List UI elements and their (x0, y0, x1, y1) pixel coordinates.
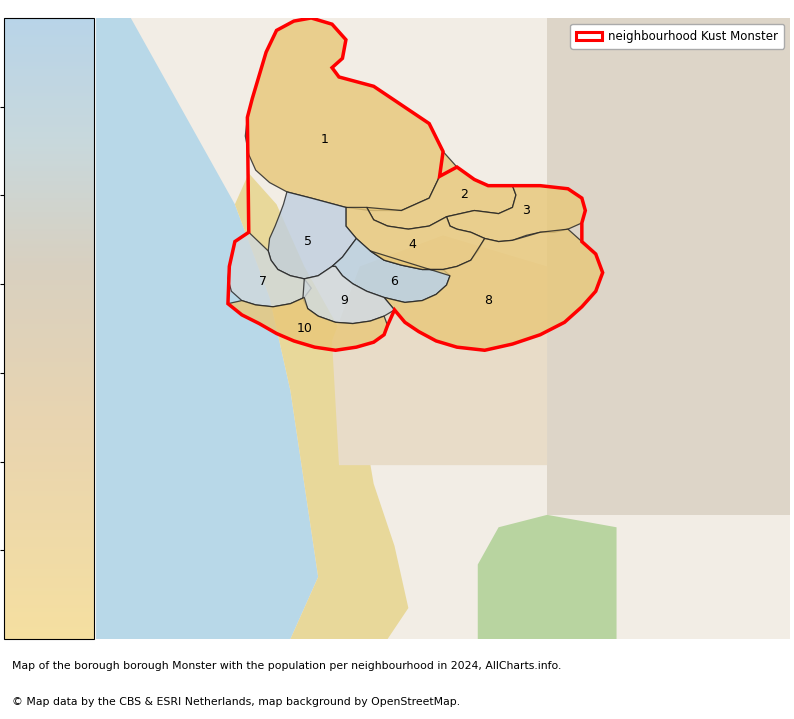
Polygon shape (96, 18, 790, 639)
Text: Map of the borough borough Monster with the population per neighbourhood in 2024: Map of the borough borough Monster with … (12, 661, 561, 671)
Text: 6: 6 (391, 275, 399, 288)
Text: © Map data by the CBS & ESRI Netherlands, map background by OpenStreetMap.: © Map data by the CBS & ESRI Netherlands… (12, 697, 460, 707)
Text: 4: 4 (408, 238, 416, 251)
Text: 1: 1 (321, 132, 329, 145)
Polygon shape (235, 173, 408, 639)
Legend: neighbourhood Kust Monster: neighbourhood Kust Monster (570, 24, 784, 49)
Polygon shape (370, 229, 603, 350)
Text: 9: 9 (341, 294, 349, 307)
Text: 8: 8 (484, 294, 492, 307)
Polygon shape (268, 192, 357, 279)
Polygon shape (245, 18, 443, 211)
Polygon shape (367, 152, 516, 229)
Polygon shape (346, 207, 484, 270)
Polygon shape (332, 239, 450, 303)
Polygon shape (228, 232, 311, 307)
Text: 3: 3 (522, 204, 530, 217)
Polygon shape (332, 235, 547, 465)
Polygon shape (228, 298, 387, 350)
Polygon shape (547, 18, 790, 515)
Text: 7: 7 (259, 275, 267, 288)
Polygon shape (303, 267, 395, 324)
Text: 10: 10 (296, 322, 312, 335)
Polygon shape (478, 515, 617, 639)
Polygon shape (96, 18, 318, 639)
Text: 2: 2 (460, 188, 468, 201)
Text: 5: 5 (304, 235, 312, 248)
Polygon shape (446, 186, 585, 242)
